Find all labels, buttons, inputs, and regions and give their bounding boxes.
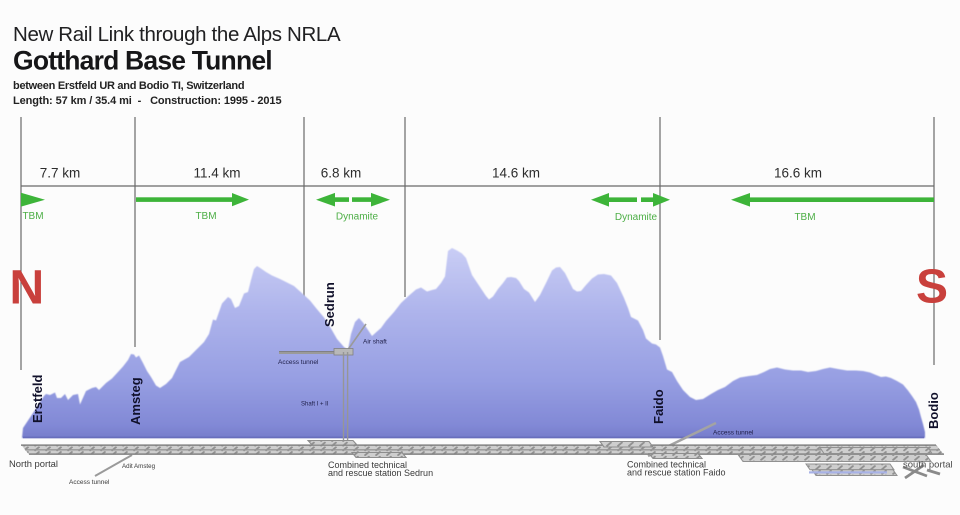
svg-text:Length: 57 km / 35.4 mi - C: Length: 57 km / 35.4 mi - Construction: … bbox=[13, 95, 281, 107]
svg-text:Access tunnel: Access tunnel bbox=[278, 359, 319, 366]
svg-text:TBM: TBM bbox=[195, 211, 216, 222]
svg-text:N: N bbox=[10, 262, 45, 315]
svg-text:S: S bbox=[916, 261, 948, 314]
svg-text:Faido: Faido bbox=[651, 389, 666, 424]
svg-text:7.7 km: 7.7 km bbox=[40, 166, 81, 181]
svg-text:New Rail Link through the Alps: New Rail Link through the Alps NRLA bbox=[13, 23, 341, 46]
svg-text:11.4 km: 11.4 km bbox=[193, 166, 240, 181]
svg-text:TBM: TBM bbox=[794, 212, 815, 223]
svg-text:Access tunnel: Access tunnel bbox=[713, 430, 754, 437]
svg-text:Combined technical: Combined technical bbox=[328, 460, 407, 470]
svg-text:Shaft I + II: Shaft I + II bbox=[301, 402, 329, 408]
svg-text:16.6 km: 16.6 km bbox=[774, 166, 822, 181]
svg-text:6.8 km: 6.8 km bbox=[321, 166, 362, 181]
svg-text:14.6 km: 14.6 km bbox=[492, 166, 540, 181]
svg-text:TBM: TBM bbox=[22, 211, 43, 222]
svg-text:Air shaft: Air shaft bbox=[363, 339, 387, 346]
svg-text:between Erstfeld UR and Bodio: between Erstfeld UR and Bodio TI, Switze… bbox=[13, 80, 244, 92]
svg-text:Combined technical: Combined technical bbox=[627, 460, 706, 470]
svg-text:Sedrun: Sedrun bbox=[322, 282, 337, 327]
svg-text:Access tunnel: Access tunnel bbox=[69, 479, 110, 486]
svg-text:Gotthard Base Tunnel: Gotthard Base Tunnel bbox=[13, 46, 272, 76]
svg-text:Dynamite: Dynamite bbox=[615, 212, 658, 223]
svg-text:Dynamite: Dynamite bbox=[336, 212, 379, 223]
svg-text:Erstfeld: Erstfeld bbox=[30, 375, 45, 423]
svg-text:Adit Amsteg: Adit Amsteg bbox=[122, 463, 156, 470]
svg-text:Bodio: Bodio bbox=[926, 392, 941, 429]
svg-text:and rescue station Sedrun: and rescue station Sedrun bbox=[328, 468, 433, 478]
svg-text:and rescue station Faido: and rescue station Faido bbox=[627, 468, 726, 478]
svg-text:south portal: south portal bbox=[903, 460, 953, 471]
svg-text:North portal: North portal bbox=[9, 458, 58, 469]
svg-text:Amsteg: Amsteg bbox=[128, 377, 143, 425]
